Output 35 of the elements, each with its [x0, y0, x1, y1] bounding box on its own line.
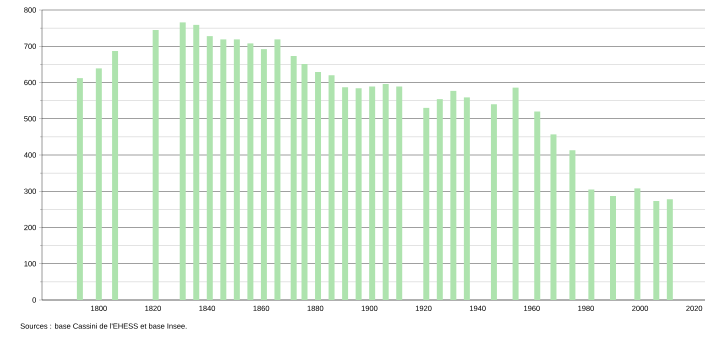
bar [260, 49, 267, 300]
bar [328, 75, 335, 300]
bar [490, 104, 497, 300]
bar [588, 189, 594, 300]
bar [569, 150, 576, 300]
bar [302, 64, 308, 300]
bar [356, 88, 362, 300]
bar [423, 108, 430, 300]
bar [436, 99, 443, 300]
bar [180, 22, 186, 300]
bar [512, 88, 519, 300]
bar [610, 196, 616, 300]
bar [550, 134, 556, 300]
bar [234, 39, 240, 300]
bar [342, 87, 348, 300]
bar [193, 24, 200, 300]
bar [76, 78, 83, 300]
bar [666, 199, 673, 300]
bar [96, 68, 102, 300]
bar [464, 97, 470, 300]
bar [450, 90, 456, 300]
bar [382, 84, 389, 300]
bar [247, 43, 254, 300]
bar [206, 36, 213, 300]
bar [112, 50, 118, 300]
bar [369, 86, 376, 300]
bar [315, 72, 322, 300]
bar [396, 86, 402, 300]
bar [274, 39, 280, 300]
bar [634, 188, 640, 300]
bar [653, 201, 660, 300]
bar [152, 30, 159, 300]
bar [220, 39, 226, 300]
bar [534, 112, 540, 300]
bar [290, 56, 297, 300]
